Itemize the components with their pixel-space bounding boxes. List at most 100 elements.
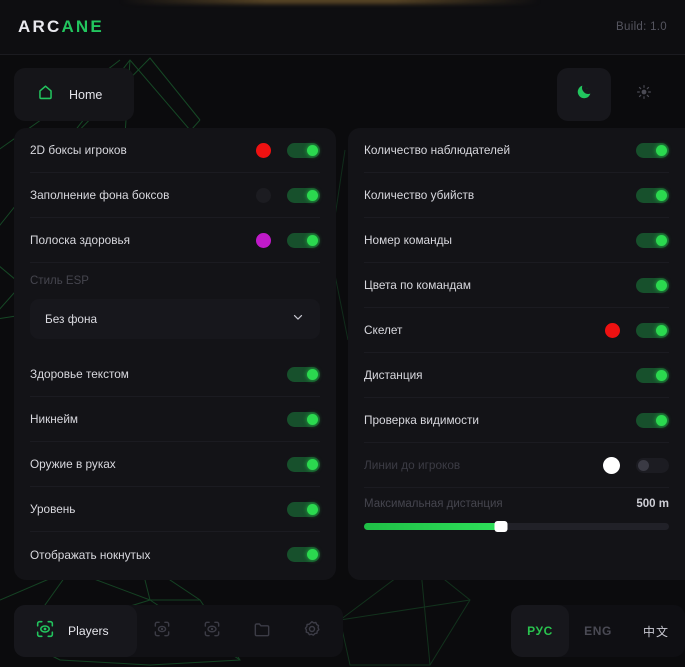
toggle-knob — [656, 234, 667, 246]
color-swatch[interactable] — [256, 187, 271, 203]
setting-label: Проверка видимости — [364, 413, 480, 427]
logo-accent: ANE — [61, 17, 104, 36]
nav-item-files[interactable] — [237, 605, 287, 657]
toggle-switch[interactable] — [287, 187, 320, 203]
toggle-knob — [307, 144, 318, 156]
chevron-down-icon — [291, 310, 305, 329]
setting-label: Отображать нокнутых — [30, 547, 151, 562]
setting-controls — [256, 187, 320, 203]
toggle-switch[interactable] — [636, 142, 669, 158]
toggle-switch[interactable] — [636, 367, 669, 383]
panel-esp-left: 2D боксы игроков Заполнение фона боксов … — [14, 128, 336, 580]
setting-row[interactable]: Оружие в руках — [30, 442, 320, 487]
setting-row[interactable]: Никнейм — [30, 397, 320, 442]
color-swatch[interactable] — [605, 322, 620, 338]
settings-panels: 2D боксы игроков Заполнение фона боксов … — [14, 128, 685, 580]
tab-home[interactable]: Home — [14, 68, 135, 121]
toggle-switch[interactable] — [636, 277, 669, 293]
panel-esp-right: Количество наблюдателей Количество убийс… — [348, 128, 685, 580]
setting-row[interactable]: Заполнение фона боксов — [30, 173, 320, 218]
setting-row[interactable]: Отображать нокнутых — [30, 532, 320, 577]
esp-scan-icon — [202, 619, 222, 644]
toggle-switch[interactable] — [636, 322, 669, 338]
lang-zh[interactable]: 中文 — [642, 624, 669, 639]
toggle-switch[interactable] — [636, 457, 669, 473]
toggle-switch[interactable] — [636, 232, 669, 248]
esp-style-select-group: Стиль ESP Без фона — [30, 263, 320, 352]
moon-icon — [575, 83, 593, 106]
toggle-knob — [638, 459, 649, 471]
setting-controls — [256, 232, 320, 248]
theme-dark-button[interactable] — [557, 68, 611, 121]
toggle-switch[interactable] — [287, 411, 320, 427]
folder-icon — [252, 619, 272, 644]
toggle-switch[interactable] — [287, 232, 320, 248]
nav-item-players[interactable]: Players — [14, 605, 137, 657]
setting-label: Здоровье текстом — [30, 367, 129, 381]
toggle-switch[interactable] — [287, 547, 320, 562]
setting-label: Никнейм — [30, 412, 79, 426]
setting-row[interactable]: Здоровье текстом — [30, 352, 320, 397]
toggle-switch[interactable] — [636, 412, 669, 428]
toggle-knob — [656, 189, 667, 201]
setting-controls — [605, 322, 669, 338]
toggle-switch[interactable] — [636, 187, 669, 203]
setting-row[interactable]: Дистанция — [364, 353, 669, 398]
setting-label: Дистанция — [364, 368, 423, 382]
nav-item-settings[interactable] — [287, 605, 337, 657]
setting-label: Полоска здоровья — [30, 233, 131, 247]
tab-home-label: Home — [69, 87, 103, 102]
nav-item-esp[interactable] — [187, 605, 237, 657]
toggle-knob — [307, 503, 318, 515]
setting-row[interactable]: Проверка видимости — [364, 398, 669, 443]
build-version: Build: 1.0 — [616, 21, 667, 33]
toggle-knob — [307, 234, 318, 246]
setting-controls — [256, 142, 320, 158]
color-swatch[interactable] — [256, 232, 271, 248]
lang-en[interactable]: ENG — [584, 624, 612, 638]
sun-icon — [636, 84, 652, 105]
setting-label: Скелет — [364, 323, 403, 337]
slider-thumb[interactable] — [494, 521, 508, 532]
toggle-knob — [656, 414, 667, 426]
setting-row[interactable]: Количество убийств — [364, 173, 669, 218]
toggle-knob — [656, 144, 667, 156]
toggle-knob — [656, 279, 667, 291]
setting-row[interactable]: Линии до игроков — [364, 443, 669, 488]
setting-row[interactable]: Уровень — [30, 487, 320, 532]
esp-style-dropdown[interactable]: Без фона — [30, 299, 320, 339]
player-scan-icon — [34, 618, 56, 645]
theme-light-button[interactable] — [617, 68, 671, 121]
setting-row[interactable]: Полоска здоровья — [30, 218, 320, 263]
theme-switcher — [557, 68, 671, 121]
nav-item-players-label: Players — [68, 624, 109, 638]
lang-ru[interactable]: РУС — [511, 605, 569, 657]
toggle-switch[interactable] — [287, 142, 320, 158]
setting-label: Оружие в руках — [30, 457, 116, 471]
toggle-knob — [307, 189, 318, 201]
toggle-switch[interactable] — [287, 501, 320, 517]
max-distance-label: Максимальная дистанция — [364, 498, 503, 510]
setting-label: Заполнение фона боксов — [30, 188, 170, 202]
slider-fill — [364, 523, 502, 530]
setting-controls — [603, 456, 669, 474]
color-swatch[interactable] — [256, 142, 271, 158]
setting-row[interactable]: Цвета по командам — [364, 263, 669, 308]
max-distance-slider[interactable] — [364, 521, 669, 532]
toggle-knob — [307, 549, 318, 560]
app-logo: ARCANE — [18, 17, 104, 37]
esp-style-value: Без фона — [45, 312, 98, 326]
setting-label: Линии до игроков — [364, 458, 461, 472]
esp-style-label: Стиль ESP — [30, 275, 89, 287]
setting-label: Номер команды — [364, 233, 452, 247]
nav-item-aim[interactable] — [137, 605, 187, 657]
setting-row[interactable]: 2D боксы игроков — [30, 128, 320, 173]
logo-prefix: ARC — [18, 17, 62, 36]
toggle-switch[interactable] — [287, 366, 320, 382]
setting-row[interactable]: Количество наблюдателей — [364, 128, 669, 173]
setting-row[interactable]: Номер команды — [364, 218, 669, 263]
setting-row[interactable]: Скелет — [364, 308, 669, 353]
toggle-switch[interactable] — [287, 456, 320, 472]
color-swatch[interactable] — [603, 456, 620, 474]
